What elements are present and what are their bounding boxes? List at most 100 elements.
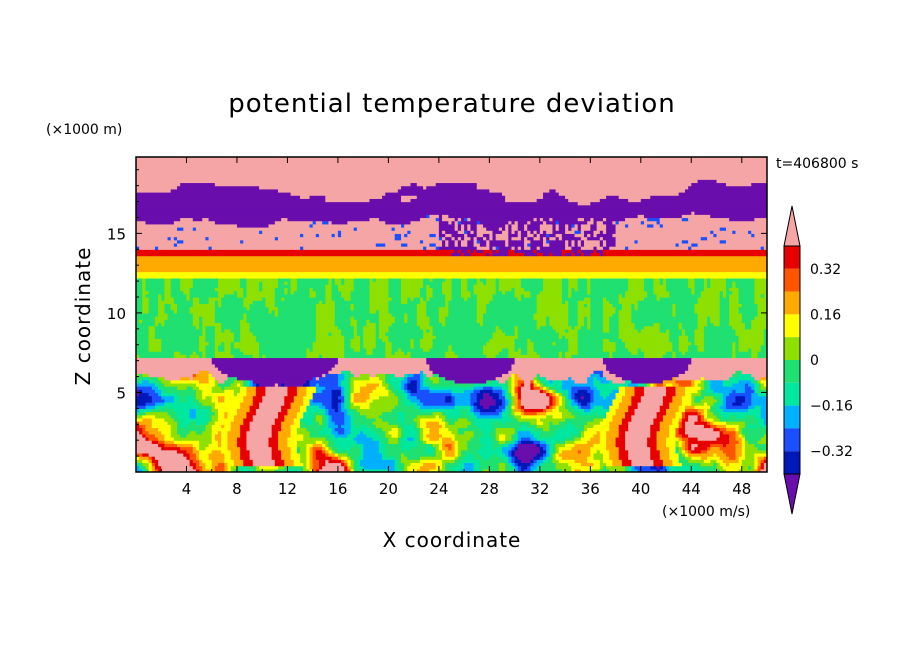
contour-cell	[501, 290, 506, 295]
contour-cell	[549, 319, 569, 324]
contour-cell	[735, 398, 746, 403]
contour-cell	[703, 417, 708, 422]
contour-cell	[442, 443, 446, 448]
contour-cell	[136, 335, 150, 339]
contour-cell	[602, 319, 610, 324]
contour-cell	[177, 239, 184, 244]
contour-cell	[606, 230, 617, 234]
contour-cell	[214, 306, 248, 311]
contour-cell	[508, 233, 519, 238]
contour-cell	[318, 376, 339, 381]
contour-cell	[192, 319, 200, 324]
contour-cell	[625, 430, 651, 435]
contour-cell	[309, 465, 314, 470]
contour-cell	[675, 440, 680, 444]
contour-cell	[454, 227, 459, 231]
contour-cell	[142, 462, 150, 467]
contour-cell	[388, 328, 424, 333]
contour-cell	[208, 297, 222, 301]
contour-cell	[350, 344, 361, 349]
contour-cell	[259, 402, 285, 406]
contour-cell	[451, 252, 462, 257]
contour-cell	[700, 414, 705, 419]
contour-cell	[476, 277, 481, 282]
contour-cell	[318, 430, 333, 435]
contour-cell	[640, 220, 645, 225]
contour-cell	[577, 328, 604, 333]
contour-cell	[401, 290, 421, 295]
contour-cell	[609, 370, 686, 374]
contour-cell	[236, 382, 241, 387]
contour-cell	[195, 389, 203, 394]
contour-cell	[751, 351, 759, 355]
contour-cell	[221, 303, 244, 308]
contour-cell	[536, 300, 563, 304]
contour-cell	[688, 437, 699, 441]
contour-cell	[539, 325, 554, 330]
contour-cell	[337, 233, 342, 238]
contour-cell	[495, 402, 503, 406]
contour-cell	[483, 351, 500, 355]
contour-cell	[151, 417, 165, 422]
contour-cell	[416, 414, 437, 419]
contour-cell	[691, 443, 699, 448]
contour-cell	[208, 236, 276, 241]
contour-cell	[590, 281, 629, 285]
contour-cell	[710, 405, 718, 409]
contour-cell	[341, 332, 355, 336]
contour-cell	[653, 322, 661, 327]
contour-cell	[337, 379, 342, 384]
contour-cell	[691, 211, 696, 215]
contour-cell	[246, 392, 257, 397]
contour-cell	[549, 236, 557, 241]
contour-cell	[318, 233, 333, 238]
contour-cell	[252, 300, 266, 304]
contour-cell	[533, 217, 538, 222]
contour-cell	[306, 456, 311, 460]
contour-cell	[274, 468, 289, 472]
contour-cell	[360, 430, 364, 435]
contour-cell	[139, 408, 153, 413]
contour-cell	[546, 389, 550, 394]
contour-cell	[571, 389, 579, 394]
contour-cell	[650, 430, 658, 435]
contour-cell	[662, 465, 667, 470]
contour-cell	[763, 246, 767, 250]
contour-cell	[590, 277, 629, 282]
contour-cell	[713, 421, 727, 425]
contour-cell	[691, 182, 727, 187]
contour-cell	[599, 430, 607, 435]
contour-cell	[189, 414, 197, 419]
contour-cell	[754, 389, 759, 394]
contour-cell	[558, 389, 569, 394]
contour-cell	[659, 456, 670, 460]
contour-cell	[571, 433, 582, 438]
contour-cell	[584, 239, 601, 244]
contour-cell	[561, 392, 566, 397]
contour-cell	[505, 198, 538, 203]
x-axis-label: X coordinate	[383, 528, 522, 552]
contour-cell	[464, 389, 475, 394]
contour-cell	[593, 217, 604, 222]
contour-cell	[593, 233, 598, 238]
contour-cell	[568, 300, 579, 304]
contour-cell	[388, 309, 418, 314]
contour-cell	[227, 468, 232, 472]
contour-cell	[397, 398, 405, 403]
contour-cell	[413, 437, 418, 441]
contour-cell	[700, 389, 708, 394]
contour-cell	[675, 446, 680, 451]
contour-cell	[593, 370, 604, 374]
contour-cell	[341, 386, 345, 390]
contour-cell	[192, 386, 200, 390]
contour-cell	[271, 424, 282, 429]
contour-cell	[486, 227, 500, 231]
contour-cell	[375, 417, 383, 422]
contour-cell	[388, 437, 399, 441]
contour-cell	[161, 446, 181, 451]
contour-cell	[205, 427, 213, 432]
contour-cell	[259, 465, 279, 470]
contour-cell	[555, 465, 572, 470]
contour-cell	[735, 446, 743, 451]
contour-cell	[350, 297, 371, 301]
